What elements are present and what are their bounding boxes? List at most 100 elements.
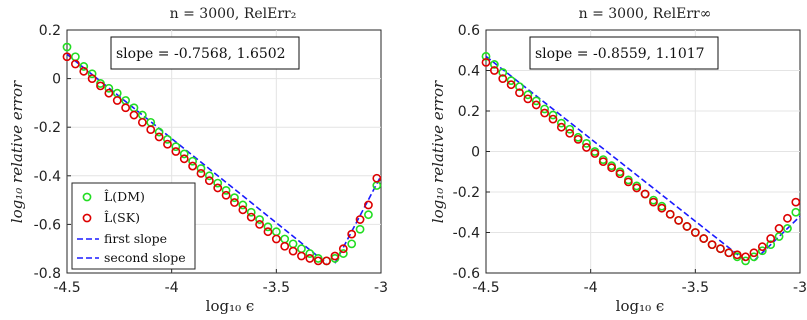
chart-left-sk-point — [238, 205, 248, 215]
chart-right-sk-point — [556, 122, 566, 132]
chart-left-dm-point — [221, 185, 231, 195]
chart-left-points — [62, 42, 382, 266]
chart-left-sk-point — [338, 244, 348, 254]
chart-right-dm-point — [774, 232, 784, 241]
chart-right-points — [481, 51, 801, 266]
chart-left-dm-point — [154, 127, 164, 137]
chart-left-dm-point — [196, 164, 206, 173]
chart-left-dm-point — [204, 171, 214, 181]
legend-second-label: second slope — [104, 250, 186, 265]
chart-left-sk-point — [87, 74, 97, 83]
chart-right-slope-text: slope = -0.8559, 1.1017 — [535, 46, 705, 62]
chart-right-sk-point — [632, 183, 642, 193]
chart-right-slope-box — [529, 36, 719, 70]
legend-box — [71, 182, 196, 270]
chart-right-ytick-label: -0.2 — [453, 185, 480, 201]
chart-right-sk-point — [757, 242, 767, 252]
chart-left-sk-point — [146, 125, 156, 135]
chart-left-sk-point — [355, 215, 365, 224]
chart-left-sk-point — [121, 103, 131, 113]
chart-left-dm-point — [213, 178, 223, 188]
chart-right-dm-point — [531, 96, 541, 106]
chart-right-sk-point — [724, 248, 734, 258]
chart-left-sk-point — [255, 219, 264, 229]
chart-right-dm-point — [741, 256, 750, 266]
chart-left-dm-point — [87, 69, 97, 79]
chart-left-sk-point — [112, 96, 122, 105]
chart-right-dm-point — [582, 138, 591, 148]
chart-right-dm-point — [481, 51, 491, 61]
chart-left-sk-point — [347, 229, 357, 239]
chart-right-sk-point — [665, 209, 675, 219]
chart-right-xtick-label: -3 — [793, 280, 807, 296]
chart-right-dm-point — [757, 246, 767, 256]
chart-right-sk-point — [548, 114, 558, 124]
chart-left-sk-point — [196, 168, 206, 178]
chart-left-ytick-label: 0 — [52, 72, 61, 88]
chart-left-xtick-label: -4 — [165, 280, 179, 296]
chart-left-sk-point — [221, 190, 231, 200]
chart-right-dm-point — [791, 207, 801, 217]
chart-right-sk-point — [774, 224, 784, 233]
chart-right-dm-point — [523, 90, 533, 100]
chart-left-sk-point — [70, 59, 80, 69]
chart-right-ytick-label: 0.4 — [458, 64, 480, 80]
chart-right-dm-point — [515, 82, 524, 92]
chart-left-dm-point — [62, 42, 72, 52]
chart-left-dm-point — [338, 249, 348, 258]
chart-right-sk-point — [741, 252, 750, 262]
chart-left-dm-point — [364, 210, 373, 220]
chart-right-ticks: -4.5 -4 -3.5 -3 -0.6 -0.4 -0.2 0 0.2 0.4 0.6 — [453, 23, 807, 296]
chart-left-dm-point — [230, 193, 239, 203]
chart-left-dm-point — [347, 239, 357, 249]
chart-left-sk-point — [129, 110, 139, 120]
chart-right-sk-point — [531, 100, 541, 110]
chart-left-ytick-label: -0.2 — [34, 120, 61, 136]
chart-right-dm-point — [548, 110, 558, 120]
chart-right-sk-point — [598, 157, 608, 167]
chart-left-dm-point — [255, 215, 264, 224]
chart-left-title: n = 3000, RelErr₂ — [170, 6, 297, 22]
chart-right-sk-point — [489, 66, 499, 75]
chart-left-xtick-label: -3 — [374, 280, 388, 296]
chart-right-sk-point — [716, 244, 725, 254]
chart-right-sk-point — [682, 222, 692, 231]
chart-left-ticks: -4.5 -4 -3.5 -3 -0.8 -0.6 -0.4 -0.2 0 0.2 — [34, 23, 388, 296]
chart-left-dm-point — [238, 200, 248, 210]
chart-left-sk-point — [62, 52, 72, 62]
chart-right-sk-point — [707, 240, 717, 250]
chart-right-sk-point — [657, 203, 667, 213]
chart-left-sk-point — [204, 176, 214, 186]
chart-left-dm-point — [79, 62, 89, 71]
chart-right-sk-point — [732, 250, 742, 260]
chart-left-sk-point — [263, 227, 273, 237]
chart-right-sk-point — [565, 128, 575, 138]
chart-left-dm-point — [179, 149, 189, 159]
chart-right: n = 3000, RelErr∞ -4.5 -4 -3.5 -3 -0.6 -0.4 -0… — [429, 6, 807, 315]
chart-left-xlabel: log₁₀ ϵ — [206, 297, 255, 315]
chart-left-dm-point — [171, 142, 181, 152]
chart-right-sk-point — [573, 134, 583, 144]
chart-left-dm-point — [355, 224, 365, 234]
chart-right-dm-point — [749, 252, 759, 262]
chart-left-sk-point — [188, 161, 197, 171]
chart-left-xtick-label: -3.5 — [263, 280, 290, 296]
legend-dm-label: L̂(DM) — [104, 189, 145, 204]
chart-right-sk-point — [783, 213, 792, 223]
chart-left-dm-point — [163, 134, 172, 144]
chart-left-dm-point — [305, 249, 315, 258]
chart-right-sk-point — [699, 234, 709, 243]
legend-first-label: first slope — [104, 231, 167, 246]
chart-left-sk-point — [297, 251, 306, 261]
chart-left-sk-point — [246, 212, 256, 222]
chart-right-dm-point — [766, 240, 776, 250]
chart-left-sk-point — [179, 154, 189, 164]
chart-left-sk-point — [280, 241, 290, 251]
chart-left-sk-point — [230, 198, 239, 207]
chart-left-sk-point — [96, 81, 105, 91]
chart-right-fit-lines — [485, 55, 801, 262]
chart-left-ytick-label: -0.4 — [34, 169, 61, 185]
legend-dm-marker — [82, 192, 92, 202]
chart-left-sk-point — [137, 117, 147, 127]
